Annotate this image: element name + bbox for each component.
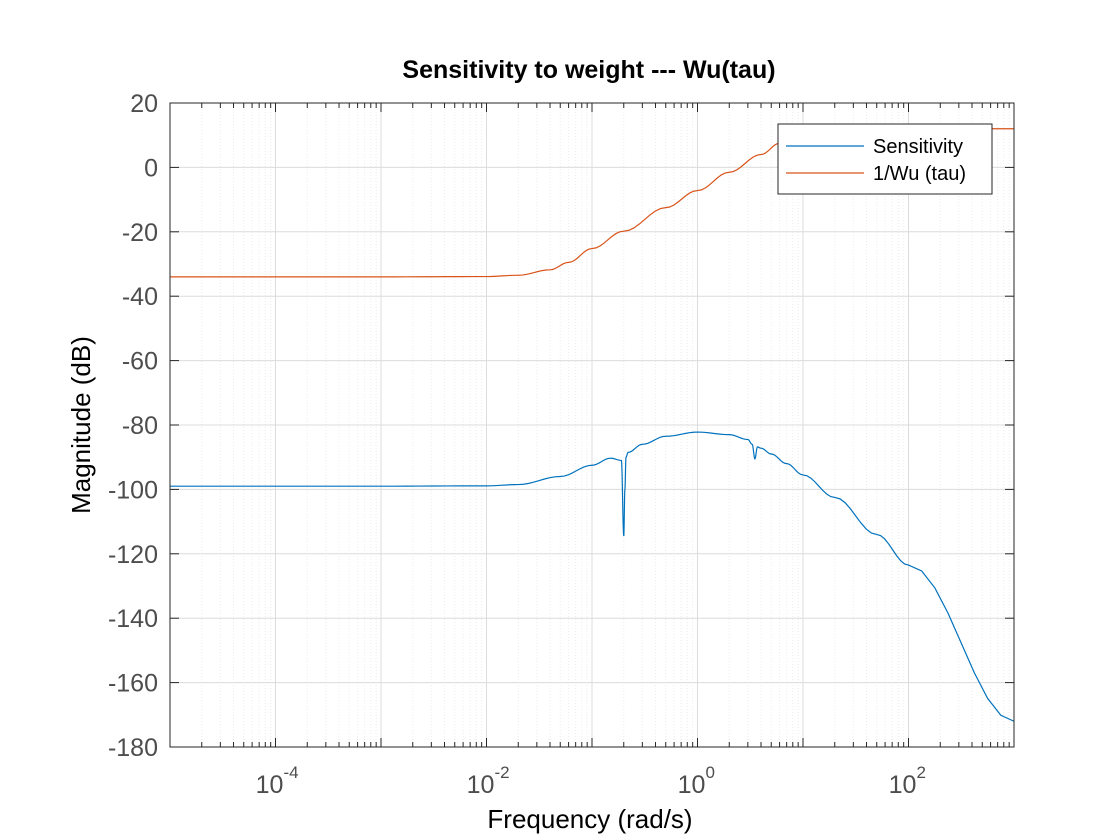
x-tick-exponent: -2 xyxy=(495,763,510,782)
y-tick-label: -180 xyxy=(108,734,158,762)
y-tick-label: -20 xyxy=(122,219,158,247)
y-tick-label: -100 xyxy=(108,476,158,504)
x-axis-label: Frequency (rad/s) xyxy=(487,804,692,834)
tick-marks xyxy=(169,102,1015,748)
legend-label-1-wu-tau: 1/Wu (tau) xyxy=(873,163,966,185)
plot-area xyxy=(169,102,1015,748)
x-tick-label: 10 xyxy=(678,771,706,799)
x-tick-labels: 10 -4 10 -2 10 0 10 2 xyxy=(256,763,926,799)
x-tick-label: 10 xyxy=(256,771,284,799)
chart-title: Sensitivity to weight --- Wu(tau) xyxy=(402,56,775,84)
y-tick-labels: 20 0 -20 -40 -60 -80 -100 -120 -140 -160 -180 xyxy=(108,90,158,762)
y-tick-label: -160 xyxy=(108,670,158,698)
y-tick-label: -140 xyxy=(108,605,158,633)
x-tick-exponent: -4 xyxy=(284,763,299,782)
y-axis-label: Magnitude (dB) xyxy=(66,336,96,514)
y-tick-label: -80 xyxy=(122,412,158,440)
series-line-sensitivity xyxy=(170,431,1015,722)
y-tick-label: -120 xyxy=(108,541,158,569)
y-tick-label: 0 xyxy=(144,154,158,182)
x-tick-exponent: 0 xyxy=(706,763,715,782)
legend-label-sensitivity: Sensitivity xyxy=(873,136,963,158)
y-tick-label: -60 xyxy=(122,348,158,376)
x-tick-exponent: 2 xyxy=(917,763,926,782)
legend-box xyxy=(777,123,993,195)
y-tick-label: -40 xyxy=(122,283,158,311)
y-tick-label: 20 xyxy=(130,90,158,118)
x-tick-label: 10 xyxy=(467,771,495,799)
legend: Sensitivity 1/Wu (tau) xyxy=(777,123,993,195)
x-tick-label: 10 xyxy=(889,771,917,799)
